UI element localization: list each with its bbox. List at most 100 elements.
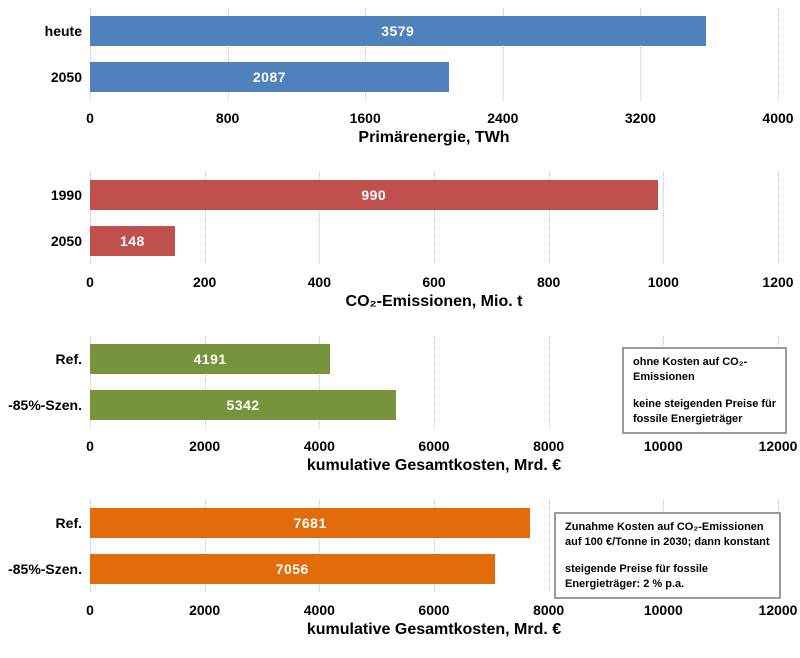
grid-line bbox=[204, 336, 206, 428]
bar-value-label: 148 bbox=[119, 233, 145, 249]
category-label: -85%-Szen. bbox=[8, 397, 82, 413]
chart-kumulative-gesamtkosten-mit-co2-kosten: Ref. 7681 -85%-Szen. 7056 0 2000 4000 6000 8000 1… bbox=[0, 500, 800, 658]
x-tick-label: 0 bbox=[86, 274, 94, 290]
chart-co2-emissionen: 1990 990 2050 148 0 200 400 600 800 1000 1200 CO₂-E… bbox=[0, 172, 800, 330]
x-tick-label: 1000 bbox=[647, 274, 679, 290]
grid-line bbox=[778, 172, 779, 264]
x-tick-label: 2000 bbox=[189, 602, 221, 618]
note-line: fossile Energieträger bbox=[633, 412, 743, 425]
x-axis-title: kumulative Gesamtkosten, Mrd. € bbox=[306, 457, 562, 474]
category-label: 2050 bbox=[50, 69, 82, 85]
x-axis-title: kumulative Gesamtkosten, Mrd. € bbox=[306, 621, 562, 638]
x-tick-label: 3200 bbox=[624, 110, 656, 126]
note-line: ohne Kosten auf CO₂- bbox=[633, 356, 748, 368]
grid-line bbox=[319, 500, 321, 592]
plot-area: heute 3579 2050 2087 bbox=[45, 8, 779, 100]
grid-line bbox=[778, 8, 779, 100]
grid-line bbox=[502, 8, 504, 100]
grid-line bbox=[663, 172, 665, 264]
grid-line bbox=[90, 8, 91, 100]
x-tick-label: 4000 bbox=[303, 438, 335, 454]
x-tick-label: 12000 bbox=[758, 602, 798, 618]
grid-line bbox=[204, 500, 206, 592]
bar-value-label: 990 bbox=[361, 187, 387, 203]
note-line: Energieträger: 2 % p.a. bbox=[565, 577, 685, 590]
category-label: 2050 bbox=[50, 233, 82, 249]
grid-line bbox=[90, 336, 91, 428]
grid-line bbox=[434, 336, 435, 428]
bar-value-label: 3579 bbox=[381, 23, 415, 39]
x-tick-label: 10000 bbox=[643, 438, 683, 454]
note-paragraph: Zunahme Kosten auf CO₂-Emissionen auf 100… bbox=[565, 520, 770, 549]
x-tick-label: 600 bbox=[422, 274, 446, 290]
note-line: steigende Preise für fossile bbox=[565, 563, 709, 576]
bar: 990 bbox=[90, 180, 658, 210]
note-box: ohne Kosten auf CO₂- Emissionen keine stei… bbox=[622, 347, 788, 435]
x-tick-label: 1600 bbox=[349, 110, 381, 126]
x-tick-label: 800 bbox=[215, 110, 240, 126]
grid-line bbox=[434, 500, 435, 592]
x-axis-ticks: 0 2000 4000 6000 8000 10000 12000 bbox=[86, 428, 797, 454]
note-line: keine steigenden Preise für bbox=[633, 398, 777, 411]
grid-line bbox=[434, 172, 435, 264]
bar: 3579 bbox=[90, 16, 706, 46]
x-axis-ticks: 0 2000 4000 6000 8000 10000 12000 bbox=[86, 592, 797, 618]
grid-line bbox=[640, 8, 642, 100]
grid-line bbox=[548, 172, 550, 264]
bar-value-label: 2087 bbox=[252, 69, 287, 85]
note-paragraph: steigende Preise für fossile Energieträge… bbox=[565, 562, 770, 591]
grid-line bbox=[365, 8, 367, 100]
x-axis-title: CO₂-Emissionen, Mio. t bbox=[345, 293, 523, 310]
plot-area: 1990 990 2050 148 bbox=[51, 172, 779, 264]
x-tick-label: 12000 bbox=[758, 438, 798, 454]
x-axis-ticks: 0 200 400 600 800 1000 1200 bbox=[86, 264, 793, 290]
x-tick-label: 6000 bbox=[418, 602, 450, 618]
chart-kumulative-gesamtkosten-ohne-co2-kosten: Ref. 4191 -85%-Szen. 5342 0 2000 4000 6000 8000 1… bbox=[0, 336, 800, 494]
x-tick-label: 8000 bbox=[533, 602, 565, 618]
bar: 5342 bbox=[90, 390, 397, 420]
chart-primaerenergie: heute 3579 2050 2087 0 800 1600 2400 3200 4000 Pri… bbox=[0, 8, 800, 166]
bar-value-label: 5342 bbox=[226, 397, 260, 413]
category-label: Ref. bbox=[55, 351, 82, 367]
category-label: Ref. bbox=[55, 515, 82, 531]
x-axis-ticks: 0 800 1600 2400 3200 4000 bbox=[86, 100, 793, 126]
bar: 4191 bbox=[90, 344, 331, 374]
bar-value-label: 4191 bbox=[193, 351, 227, 367]
x-tick-label: 0 bbox=[86, 602, 94, 618]
bar: 148 bbox=[90, 226, 175, 256]
grid-line bbox=[204, 172, 206, 264]
category-label: -85%-Szen. bbox=[8, 561, 82, 577]
note-line: Zunahme Kosten auf CO₂-Emissionen bbox=[565, 521, 764, 533]
category-label: 1990 bbox=[50, 187, 82, 203]
x-tick-label: 1200 bbox=[762, 274, 794, 290]
plot-area: Ref. 7681 -85%-Szen. 7056 bbox=[8, 500, 779, 592]
grid-line bbox=[90, 172, 91, 264]
x-tick-label: 0 bbox=[86, 438, 94, 454]
x-tick-label: 800 bbox=[536, 274, 561, 290]
scenario-comparison-figure: heute 3579 2050 2087 0 800 1600 2400 3200 4000 Pri… bbox=[0, 8, 800, 638]
x-tick-label: 0 bbox=[86, 110, 94, 126]
bar: 7681 bbox=[90, 508, 531, 538]
x-tick-label: 2400 bbox=[487, 110, 519, 126]
x-tick-label: 6000 bbox=[418, 438, 450, 454]
bar-value-label: 7681 bbox=[293, 515, 327, 531]
grid-line bbox=[90, 500, 91, 592]
x-tick-label: 400 bbox=[307, 274, 332, 290]
note-line: auf 100 €/Tonne in 2030; dann konstant bbox=[565, 535, 770, 548]
grid-line bbox=[548, 336, 550, 428]
note-paragraph: keine steigenden Preise für fossile Energ… bbox=[633, 397, 776, 426]
x-axis-title: Primärenergie, TWh bbox=[358, 129, 510, 146]
x-tick-label: 4000 bbox=[303, 602, 335, 618]
bar: 7056 bbox=[90, 554, 495, 584]
grid-line bbox=[227, 8, 229, 100]
note-box: Zunahme Kosten auf CO₂-Emissionen auf 100… bbox=[554, 512, 781, 600]
bar: 2087 bbox=[90, 62, 449, 92]
x-tick-label: 4000 bbox=[762, 110, 794, 126]
x-tick-label: 8000 bbox=[533, 438, 565, 454]
x-tick-label: 2000 bbox=[189, 438, 221, 454]
x-tick-label: 200 bbox=[192, 274, 217, 290]
x-tick-label: 10000 bbox=[643, 602, 683, 618]
bar-value-label: 7056 bbox=[275, 561, 309, 577]
grid-line bbox=[319, 172, 321, 264]
note-paragraph: ohne Kosten auf CO₂- Emissionen bbox=[633, 355, 776, 384]
